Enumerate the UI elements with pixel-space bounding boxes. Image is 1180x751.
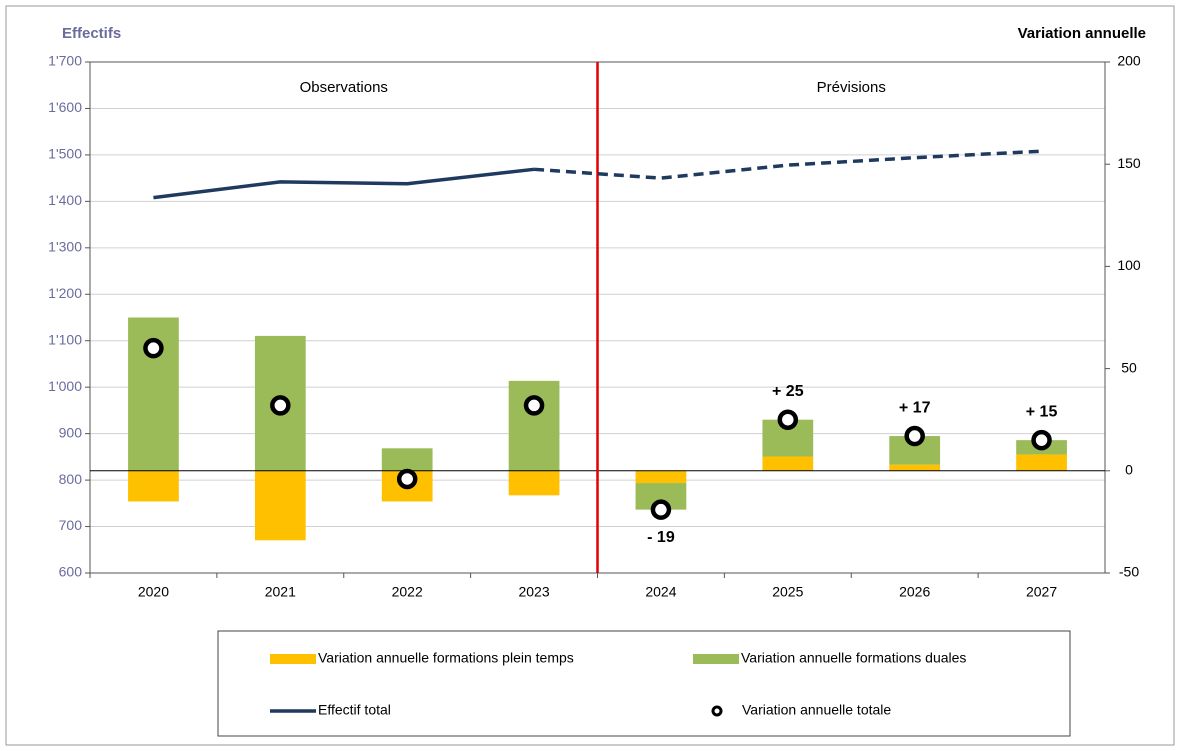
bar bbox=[508, 470, 560, 496]
y-tick-label: 700 bbox=[59, 517, 83, 533]
x-tick-label: 2021 bbox=[265, 584, 296, 600]
annotation: Prévisions bbox=[817, 79, 886, 96]
data-label: + 17 bbox=[899, 399, 931, 416]
marker bbox=[777, 409, 799, 430]
bar bbox=[128, 470, 179, 502]
marker bbox=[143, 337, 164, 359]
y2-tick-label: 100 bbox=[1117, 257, 1141, 273]
data-label: + 15 bbox=[1026, 403, 1058, 420]
y-tick-label: 1'100 bbox=[48, 331, 82, 347]
legend-label: Effectif total bbox=[318, 702, 391, 718]
y-tick-label: 1'000 bbox=[48, 378, 82, 394]
legend-label: Variation annuelle formations duales bbox=[741, 650, 966, 666]
x-tick-label: 2024 bbox=[645, 584, 676, 600]
x-tick-label: 2025 bbox=[772, 584, 803, 600]
legend-swatch bbox=[270, 654, 316, 664]
data-label: + 25 bbox=[772, 383, 804, 400]
y2-tick-label: 150 bbox=[1117, 155, 1141, 171]
y-tick-label: 600 bbox=[59, 564, 83, 580]
y-tick-label: 1'300 bbox=[48, 239, 82, 255]
y-tick-label: 1'500 bbox=[48, 146, 82, 162]
bar bbox=[635, 470, 687, 484]
y2-tick-label: -50 bbox=[1119, 564, 1139, 580]
y-title: Effectifs bbox=[62, 25, 121, 42]
y-tick-label: 1'600 bbox=[48, 99, 82, 115]
legend-box bbox=[217, 630, 1071, 737]
y-tick-label: 800 bbox=[59, 471, 83, 487]
marker bbox=[523, 395, 545, 416]
line bbox=[153, 167, 535, 200]
x-tick-label: 2027 bbox=[1026, 584, 1057, 600]
y2-tick-label: 200 bbox=[1117, 53, 1141, 69]
annotation: Observations bbox=[300, 79, 388, 96]
bar bbox=[254, 470, 306, 541]
marker bbox=[1031, 429, 1052, 451]
x-tick-label: 2020 bbox=[138, 584, 169, 600]
x-tick-label: 2026 bbox=[899, 584, 930, 600]
marker bbox=[396, 468, 418, 490]
marker bbox=[270, 395, 291, 416]
marker bbox=[650, 499, 672, 520]
legend-swatch bbox=[693, 654, 739, 664]
y2-tick-label: 50 bbox=[1121, 359, 1137, 375]
y-tick-label: 1'700 bbox=[48, 53, 82, 69]
y-tick-label: 1'200 bbox=[48, 285, 82, 301]
line bbox=[533, 149, 1042, 180]
bar bbox=[1016, 454, 1067, 471]
legend-label: Variation annuelle totale bbox=[742, 702, 891, 718]
data-label: - 19 bbox=[647, 529, 675, 546]
bar bbox=[381, 448, 433, 471]
frame bbox=[5, 5, 1175, 746]
y-tick-label: 900 bbox=[59, 424, 83, 440]
marker bbox=[904, 425, 925, 447]
y2-tick-label: 0 bbox=[1125, 462, 1133, 478]
bar bbox=[762, 456, 814, 471]
bar bbox=[508, 380, 560, 471]
y2-title: Variation annuelle bbox=[1018, 25, 1146, 42]
legend-swatch bbox=[711, 705, 723, 717]
y-tick-label: 1'400 bbox=[48, 192, 82, 208]
x-tick-label: 2023 bbox=[518, 584, 549, 600]
bar bbox=[889, 464, 941, 471]
legend-label: Variation annuelle formations plein temp… bbox=[318, 650, 574, 666]
x-tick-label: 2022 bbox=[392, 584, 423, 600]
